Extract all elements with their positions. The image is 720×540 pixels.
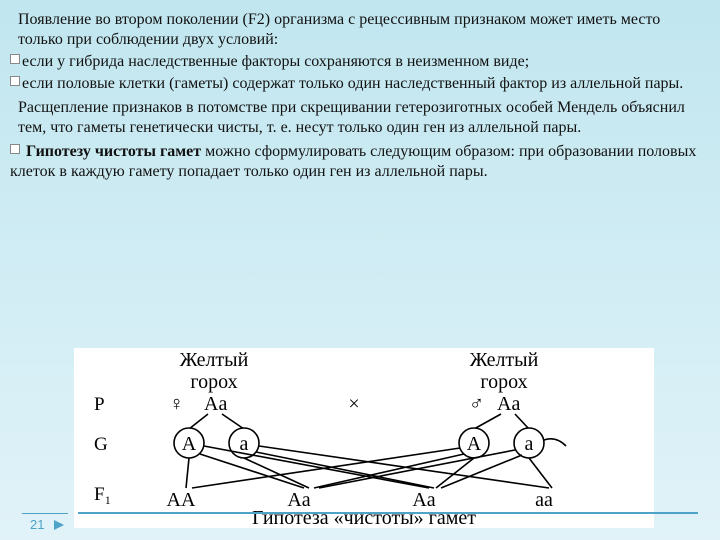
title-left-line1: Желтый bbox=[180, 349, 249, 371]
svg-text:A: A bbox=[467, 433, 482, 455]
genotype-left: Aa bbox=[204, 393, 227, 415]
female-symbol: ♀ bbox=[169, 393, 184, 415]
title-right-line1: Желтый bbox=[470, 349, 539, 371]
diagram-caption: Гипотеза «чистоты» гамет bbox=[252, 507, 476, 528]
footer-line-right bbox=[78, 512, 698, 514]
condition-1: если у гибрида наследственные факторы со… bbox=[10, 52, 702, 72]
conn-pr-A bbox=[474, 414, 501, 429]
hypothesis-paragraph: Гипотезу чистоты гамет можно сформулиров… bbox=[10, 142, 702, 182]
row-G: G bbox=[94, 434, 108, 455]
explain-paragraph: Расщепление признаков в потомстве при ск… bbox=[18, 98, 702, 138]
title-left-line2: горох bbox=[190, 371, 237, 393]
svg-text:A: A bbox=[182, 433, 197, 455]
gamete-right-a: a bbox=[514, 428, 544, 458]
l-A-AA bbox=[186, 458, 189, 488]
footer-line-left bbox=[22, 513, 68, 514]
slide: Появление во втором поколении (F2) орган… bbox=[0, 0, 720, 540]
genotype-right: Aa bbox=[497, 393, 520, 415]
f1-3: aa bbox=[535, 489, 553, 511]
footer-triangle-icon bbox=[52, 518, 66, 532]
conn-pl-A bbox=[189, 414, 208, 429]
male-symbol: ♂ bbox=[469, 393, 484, 415]
gamete-left-A: A bbox=[174, 428, 204, 458]
f1-0: AA bbox=[167, 489, 196, 511]
row-F1: F₁ bbox=[94, 484, 111, 505]
conn-pr-a bbox=[515, 414, 529, 429]
svg-text:a: a bbox=[525, 433, 534, 455]
r-a-aa bbox=[529, 458, 552, 488]
intro-paragraph: Появление во втором поколении (F2) орган… bbox=[18, 10, 702, 50]
svg-text:a: a bbox=[240, 433, 249, 455]
l-a-Aa1 bbox=[244, 458, 309, 488]
condition-2: если половые клетки (гаметы) содержат то… bbox=[10, 74, 702, 94]
tail-icon bbox=[544, 439, 566, 446]
page-number: 21 bbox=[30, 517, 44, 532]
cross-sign: × bbox=[348, 393, 359, 415]
row-P: P bbox=[94, 394, 105, 415]
hypothesis-bold: Гипотезу чистоты гамет bbox=[26, 143, 201, 160]
gamete-purity-diagram: Желтый горох Желтый горох P G F₁ ♀ Aa × … bbox=[74, 348, 654, 528]
conn-pl-a bbox=[222, 414, 244, 429]
title-right-line2: горох bbox=[480, 371, 527, 393]
